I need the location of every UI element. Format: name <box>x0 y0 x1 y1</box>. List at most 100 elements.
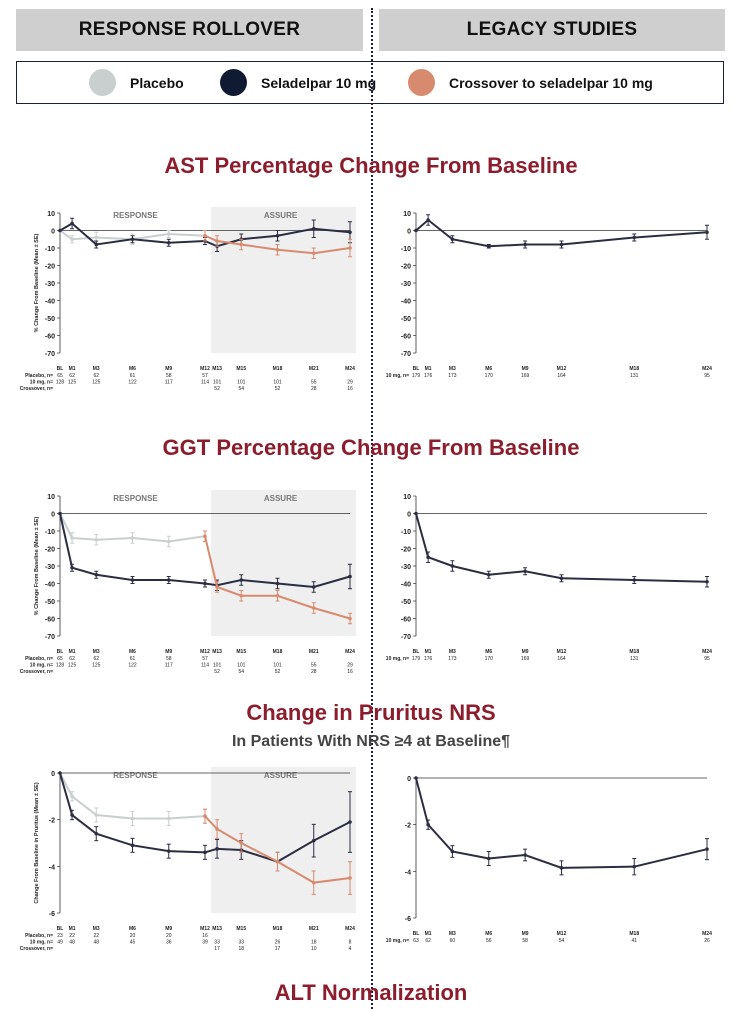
pruritus-rollover-point-1-1 <box>70 813 74 817</box>
ast-rollover-table-cell-1-5: 114 <box>201 380 209 386</box>
ast-legacy-xtick-label-2: M3 <box>449 366 456 372</box>
ast-rollover-table-cell-2-10: 16 <box>347 386 353 392</box>
ggt-rollover-series-line-0 <box>59 513 206 543</box>
ggt-section-title: GGT Percentage Change From Baseline <box>162 435 580 460</box>
ggt-rollover-xtick-label-1: M1 <box>69 649 76 655</box>
ggt-rollover-point-1-0 <box>58 511 62 516</box>
ggt-rollover-table-cell-2-9: 28 <box>311 669 317 675</box>
ast-rollover-point-1-4 <box>166 240 171 245</box>
ast-rollover-table-cell-1-8: 101 <box>273 380 282 386</box>
ggt-rollover-table-cell-1-0: 128 <box>56 663 65 669</box>
ast-rollover-ylabel: % Change From Baseline (Mean ± SE) <box>34 233 40 332</box>
ggt-legacy-xtick-label-4: M9 <box>522 649 529 655</box>
pruritus-rollover-ytick-label-3: -6 <box>49 911 55 918</box>
pruritus-rollover-table-cell-1-1: 48 <box>69 940 75 946</box>
ggt-rollover-xtick-label-5: M12 <box>200 649 210 655</box>
pruritus-rollover-point-1-2 <box>94 831 99 836</box>
ggt-rollover-point-2-5 <box>348 616 352 621</box>
pruritus-rollover-point-1-9 <box>311 838 316 843</box>
ggt-legacy-table-cell-0-2: 173 <box>448 656 457 662</box>
pruritus-legacy-table-cell-0-5: 54 <box>559 938 565 944</box>
ggt-rollover-table-cell-1-10: 29 <box>347 663 353 669</box>
pruritus-rollover-series-line-0 <box>59 772 206 820</box>
pruritus-legacy-point-0-0 <box>414 776 418 780</box>
ggt-legacy-xtick-label-2: M3 <box>449 649 456 655</box>
ggt-legacy-table-cell-0-7: 95 <box>704 656 710 662</box>
ggt-legacy-xtick-label-6: M18 <box>629 649 639 655</box>
ggt-legacy-ytick-label-1: 0 <box>407 512 411 519</box>
ast-rollover-point-2-5 <box>348 246 352 250</box>
ggt-rollover-xtick-label-10: M24 <box>345 649 355 655</box>
ast-legacy-xtick-label-6: M18 <box>629 366 639 372</box>
pruritus-rollover-table-label-2: Crossover, n= <box>20 946 53 952</box>
ast-rollover-xtick-label-1: M1 <box>69 366 76 372</box>
ast-rollover-ytick-label-8: -70 <box>45 351 55 358</box>
ggt-rollover-table-label-2: Crossover, n= <box>20 669 53 675</box>
ggt-legacy-point-0-2 <box>450 564 455 568</box>
pruritus-rollover-xtick-label-3: M6 <box>129 926 136 932</box>
ast-legacy-xtick-label-5: M12 <box>557 366 567 372</box>
ast-rollover-series-line-0 <box>59 229 206 241</box>
ast-rollover-point-2-0 <box>203 233 207 238</box>
pruritus-legacy-ytick-label-1: -2 <box>405 823 411 830</box>
pruritus-rollover-point-2-2 <box>239 841 244 845</box>
pruritus-legacy-table-cell-0-3: 56 <box>486 938 492 944</box>
ggt-rollover-point-0-3 <box>130 536 135 540</box>
pruritus-legacy-xtick-label-3: M6 <box>485 931 492 937</box>
ggt-legacy-ytick-label-6: -50 <box>401 599 411 606</box>
ggt-legacy-ytick-label-2: -10 <box>401 529 411 536</box>
ggt-rollover-point-1-5 <box>203 581 207 586</box>
pruritus-rollover-table-cell-1-4: 36 <box>166 940 172 946</box>
pruritus-rollover-region-label-assure: ASSURE <box>264 771 298 780</box>
pruritus-rollover-table-cell-2-10: 4 <box>349 946 352 952</box>
pruritus-legacy-table-cell-0-4: 58 <box>522 938 528 944</box>
ast-rollover-table-cell-2-6: 52 <box>214 386 220 392</box>
ggt-rollover-ytick-label-8: -70 <box>45 634 55 641</box>
ast-legacy-chart: 10 0 -10 -20 -30 -40 -50 -60 -70 BL M1 M3 M6 M9 M12 M18… <box>386 211 712 379</box>
ggt-legacy-xtick-label-1: M1 <box>425 649 432 655</box>
ggt-legacy-xtick-label-0: BL <box>413 649 420 655</box>
pruritus-legacy-table-cell-0-2: 60 <box>450 938 456 944</box>
ggt-legacy-ytick-label-3: -20 <box>401 547 411 554</box>
ggt-legacy-table-cell-0-5: 164 <box>557 656 566 662</box>
pruritus-legacy-point-0-1 <box>426 822 430 827</box>
ggt-rollover-xtick-label-7: M15 <box>236 649 246 655</box>
legend: Placebo Seladelpar 10 mg Crossover to se… <box>16 61 724 104</box>
alt-section-title: ALT Normalization <box>274 980 468 1005</box>
legend-swatch-seladelpar <box>220 69 247 96</box>
ggt-rollover-ylabel: % Change From Baseline (Mean ± SE) <box>34 516 40 615</box>
ast-rollover-xtick-label-10: M24 <box>345 366 355 372</box>
ast-rollover-ytick-label-7: -60 <box>45 334 55 341</box>
ggt-rollover-table-cell-1-4: 117 <box>165 663 173 669</box>
ast-rollover-ytick-label-5: -40 <box>45 299 55 306</box>
ggt-legacy-series-line-0 <box>415 513 708 583</box>
pruritus-rollover-table-cell-0-1: 22 <box>69 933 75 939</box>
ast-rollover-table-label-1: 10 mg, n= <box>30 380 53 386</box>
ggt-legacy-xtick-label-7: M24 <box>702 649 712 655</box>
ast-rollover-table-cell-1-9: 55 <box>311 380 317 386</box>
pruritus-rollover-point-0-4 <box>166 816 171 821</box>
ggt-rollover-point-0-4 <box>166 539 171 544</box>
ast-legacy-xtick-label-3: M6 <box>485 366 492 372</box>
ast-rollover-table-cell-1-2: 125 <box>92 380 101 386</box>
pruritus-section-title: Change in Pruritus NRS <box>246 700 496 725</box>
ast-rollover-table-label-2: Crossover, n= <box>20 386 53 392</box>
legend-item-crossover: Crossover to seladelpar 10 mg <box>408 69 653 96</box>
pruritus-legacy-point-0-5 <box>559 866 564 870</box>
ggt-rollover-assure-shade <box>211 490 356 636</box>
ast-legacy-point-0-7 <box>705 230 709 235</box>
ast-rollover-table-label-0: Placebo, n= <box>25 373 53 379</box>
ggt-rollover-table-label-0: Placebo, n= <box>25 656 53 662</box>
ggt-rollover-table-cell-0-5: 57 <box>202 656 208 662</box>
ggt-rollover-table-cell-1-1: 125 <box>68 663 77 669</box>
pruritus-rollover-table-cell-0-3: 20 <box>130 933 136 939</box>
ggt-rollover-table-cell-0-4: 58 <box>166 656 172 662</box>
pruritus-legacy-table-cell-0-6: 41 <box>631 938 637 944</box>
ast-rollover-chart: RESPONSE ASSURE 10 0 -10 -20 -30 -40 -50 -60 -70 % … <box>20 207 356 392</box>
ggt-legacy-table-cell-0-6: 131 <box>630 656 639 662</box>
ast-legacy-ytick-label-5: -40 <box>401 299 411 306</box>
pruritus-legacy-point-0-6 <box>632 864 637 869</box>
pruritus-legacy-table-cell-0-0: 63 <box>413 938 419 944</box>
pruritus-rollover-xtick-label-8: M18 <box>273 926 283 932</box>
pruritus-rollover-series-line-2 <box>204 815 351 884</box>
